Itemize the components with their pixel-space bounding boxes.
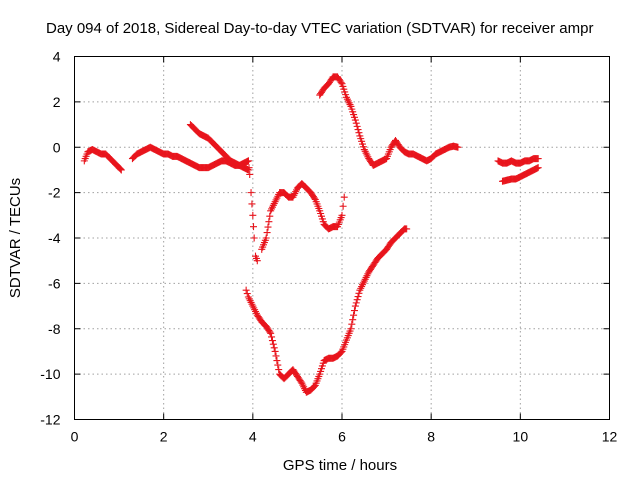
data-point: [250, 234, 258, 242]
data-point: [117, 166, 125, 174]
data-segment: [128, 143, 252, 172]
data-point: [268, 333, 276, 341]
data-point: [116, 164, 124, 172]
data-point: [354, 126, 362, 134]
data-point: [351, 116, 359, 124]
data-segment: [258, 180, 348, 253]
data-point: [250, 223, 258, 231]
data-points: [80, 73, 542, 396]
y-tick-label: -10: [40, 366, 60, 382]
data-segment: [494, 155, 542, 167]
data-point: [264, 223, 272, 231]
data-point: [268, 337, 276, 345]
y-tick-label: -6: [48, 275, 61, 291]
data-point: [253, 257, 261, 265]
chart-title: Day 094 of 2018, Sidereal Day-to-day VTE…: [46, 20, 593, 37]
data-point: [117, 165, 125, 173]
data-point: [246, 170, 254, 178]
data-point: [263, 229, 271, 237]
data-point: [337, 78, 345, 86]
data-point: [403, 225, 411, 233]
data-point: [271, 347, 279, 355]
data-point: [351, 302, 359, 310]
y-tick-label: -4: [48, 230, 61, 246]
data-point: [355, 129, 363, 137]
data-point: [248, 200, 256, 208]
data-point: [352, 299, 360, 307]
data-point: [249, 211, 257, 219]
data-point: [272, 352, 280, 360]
data-point: [247, 189, 255, 197]
data-point: [352, 119, 360, 127]
y-tick-label: 0: [53, 139, 61, 155]
data-point: [355, 289, 363, 297]
x-tick-label: 6: [338, 429, 346, 445]
data-point: [265, 218, 273, 226]
data-point: [242, 286, 250, 294]
y-tick-label: -2: [48, 185, 61, 201]
data-point: [266, 212, 274, 220]
data-point: [534, 164, 542, 172]
data-segment: [499, 164, 542, 185]
data-point: [354, 293, 362, 301]
data-point: [245, 164, 253, 172]
data-point: [267, 329, 275, 337]
data-point: [353, 296, 361, 304]
data-segment: [186, 121, 252, 174]
plot-frame: [74, 56, 610, 420]
x-tick-label: 10: [513, 429, 529, 445]
x-tick-label: 12: [602, 429, 618, 445]
data-point: [338, 211, 346, 219]
data-point: [350, 311, 358, 319]
data-point: [262, 234, 270, 242]
data-point: [275, 366, 283, 374]
y-tick-label: -12: [40, 412, 60, 428]
data-point: [273, 357, 281, 365]
data-point: [269, 340, 277, 348]
data-point: [274, 361, 282, 369]
x-tick-label: 2: [160, 429, 168, 445]
data-point: [266, 328, 274, 336]
x-tick-label: 4: [249, 429, 257, 445]
x-tick-label: 0: [71, 429, 79, 445]
data-point: [534, 155, 542, 163]
y-tick-label: -8: [48, 321, 61, 337]
x-axis-label: GPS time / hours: [283, 457, 397, 474]
data-point: [454, 143, 462, 151]
data-point: [349, 316, 357, 324]
data-point: [244, 157, 252, 165]
grid-lines: [74, 56, 610, 420]
data-segment: [316, 73, 462, 169]
y-tick-label: 4: [53, 49, 61, 65]
data-point: [348, 320, 356, 328]
data-point: [270, 344, 278, 352]
data-segment: [244, 157, 261, 265]
y-axis-label: SDTVAR / TECUs: [7, 178, 24, 298]
data-segment: [242, 225, 411, 396]
data-point: [310, 194, 318, 202]
data-segment: [80, 146, 125, 174]
tick-labels: 0 2 4 6 8 10 12 -12 -10 -8 -6 -4 -2 0 2 4: [40, 49, 617, 445]
data-point: [340, 193, 348, 201]
x-tick-label: 8: [427, 429, 435, 445]
data-point: [243, 290, 251, 298]
y-tick-label: 2: [53, 94, 61, 110]
data-point: [339, 202, 347, 210]
axis-ticks: [74, 56, 610, 420]
data-point: [347, 325, 355, 333]
data-point: [350, 307, 358, 315]
data-point: [353, 122, 361, 130]
